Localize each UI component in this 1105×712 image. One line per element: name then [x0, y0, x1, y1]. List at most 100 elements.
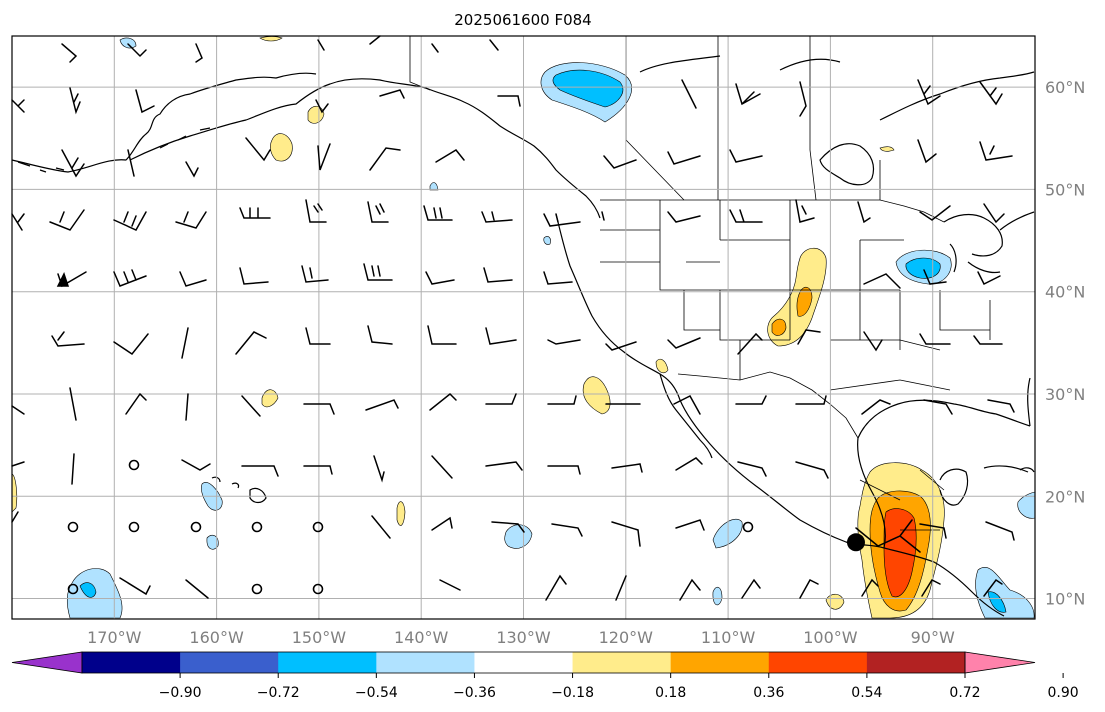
wind-barb: [425, 271, 455, 285]
contour-negative-caribbean-core: [987, 591, 1007, 613]
contour-negative-alaska-yukon-core: [552, 69, 624, 108]
calm-circle: [312, 583, 324, 595]
longitude-tick-label: 130°W: [496, 628, 551, 647]
contour-positive-left-edge: [11, 473, 18, 513]
wind-barb: [491, 521, 525, 533]
wind-barb: [369, 35, 381, 45]
colorbar-outline: [81, 651, 966, 674]
wind-barb: [11, 99, 25, 113]
latitude-tick-label: 50°N: [1045, 180, 1085, 199]
contour-negative-small-2: [429, 182, 439, 191]
contour-negative-great-lakes-core: [905, 257, 941, 279]
wind-barb: [61, 149, 85, 178]
latitude-tick-labels: 60°N 50°N 40°N 30°N 20°N 10°N: [1045, 78, 1085, 608]
contour-negative-small-1: [712, 586, 723, 606]
longitude-tick-label: 110°W: [701, 628, 756, 647]
coastline-yucatan: [939, 468, 969, 506]
contour-positive-gulf-alaska-2: [307, 105, 325, 124]
wind-barb: [239, 267, 269, 285]
wind-barb: [547, 465, 581, 475]
wind-barb: [181, 459, 211, 471]
wind-barb: [185, 393, 189, 421]
wind-barb: [919, 523, 947, 539]
wind-barb: [551, 523, 583, 537]
calm-circle: [190, 521, 202, 533]
contour-negative-small-3: [543, 236, 551, 245]
contour-negative-hawaii-2: [206, 534, 219, 550]
wind-barb: [863, 331, 883, 352]
wind-barb: [987, 399, 1015, 413]
wind-barb: [301, 265, 329, 283]
wind-barb: [485, 393, 517, 405]
wind-barb: [429, 392, 457, 411]
wind-barb: [11, 405, 25, 415]
map-panel: [11, 35, 1036, 620]
wind-barb: [795, 199, 815, 223]
latitude-tick-label: 40°N: [1045, 283, 1085, 302]
wind-barb: [369, 147, 401, 171]
wind-barb: [799, 81, 807, 117]
wind-barb: [439, 579, 461, 591]
coastline-hudson-bay: [819, 143, 875, 186]
wind-barb: [423, 205, 453, 221]
wind-barb: [317, 143, 331, 171]
wind-barb: [317, 39, 325, 51]
colorbar-segment: [180, 652, 279, 673]
wind-barb: [119, 577, 151, 596]
wind-barb: [113, 333, 149, 356]
contour-positive-southern-mexico-red: [883, 508, 917, 598]
wind-barb: [735, 395, 767, 405]
longitude-tick-label: 90°W: [911, 628, 955, 647]
wind-barb: [917, 79, 941, 106]
calm-circle: [67, 521, 79, 533]
wind-barb: [179, 271, 207, 287]
wind-barb: [181, 327, 189, 359]
longitude-tick-label: 170°W: [87, 628, 142, 647]
coastline-islands-se: [1019, 467, 1035, 473]
wind-barb: [113, 269, 147, 287]
wind-barb: [485, 327, 517, 345]
wind-barb: [245, 137, 271, 162]
contour-fills: [11, 36, 1036, 619]
wind-barb: [547, 395, 577, 405]
longitude-tick-label: 150°W: [292, 628, 347, 647]
wind-barb: [49, 209, 85, 231]
wind-barb: [729, 209, 763, 223]
wind-barb: [135, 89, 155, 114]
wind-barb: [605, 341, 637, 351]
wind-barb: [367, 325, 393, 345]
wind-barb: [435, 149, 465, 163]
coastline-aleutians: [17, 127, 211, 173]
wind-barb: [379, 89, 405, 99]
colorbar-extend-high: [964, 651, 1036, 674]
contour-positive-rockies-orange-2: [771, 318, 787, 336]
contour-positive-rockies-orange-1: [796, 286, 813, 317]
wind-barb: [11, 461, 25, 467]
wind-barb: [973, 335, 1003, 345]
wind-barb: [857, 201, 871, 224]
wind-barb: [673, 395, 701, 415]
contour-positive-gulf-alaska: [270, 133, 293, 162]
wind-barb: [737, 332, 763, 355]
contour-positive-hudson-small: [879, 146, 895, 152]
wind-barb: [545, 574, 567, 601]
wind-barb: [431, 455, 453, 479]
colorbar-segment: [376, 652, 475, 673]
wind-barb: [195, 43, 203, 63]
colorbar-tick-label: 0.72: [949, 685, 980, 701]
wind-barb: [985, 521, 1015, 541]
wind-barb: [667, 211, 701, 223]
wind-barb: [735, 83, 761, 106]
latitude-tick-label: 60°N: [1045, 78, 1085, 97]
wind-barb: [315, 99, 329, 114]
calm-wind-circles: [67, 459, 754, 595]
wind-barb: [977, 271, 1001, 286]
coastline-central-america: [883, 547, 1005, 617]
colorbar-tick-label: −0.54: [355, 685, 398, 701]
calm-circle: [251, 583, 263, 595]
calm-circle: [742, 521, 754, 533]
wind-barb: [127, 43, 147, 57]
wind-barb: [667, 151, 701, 165]
longitude-tick-label: 140°W: [394, 628, 449, 647]
